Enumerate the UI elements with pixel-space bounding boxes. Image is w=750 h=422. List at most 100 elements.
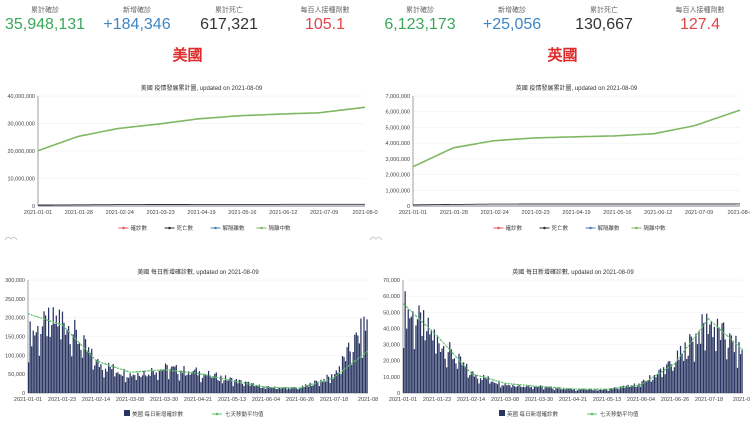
bar xyxy=(277,388,279,393)
bar xyxy=(286,389,288,393)
ma-point xyxy=(274,386,276,389)
bar xyxy=(332,378,334,393)
bar xyxy=(664,374,666,393)
bar xyxy=(188,371,190,393)
bar xyxy=(533,386,536,393)
bar xyxy=(89,352,91,393)
bar xyxy=(69,344,71,393)
stat-label: 累計死亡 xyxy=(215,7,243,14)
bar xyxy=(569,388,571,393)
bar xyxy=(578,389,580,393)
bar xyxy=(736,367,739,393)
bar xyxy=(472,371,474,393)
bar xyxy=(589,388,591,393)
bar xyxy=(656,373,659,393)
bar xyxy=(495,383,497,393)
bar xyxy=(303,386,305,393)
bar xyxy=(351,364,353,393)
bar xyxy=(519,386,522,393)
legend-label: 確診數 xyxy=(506,224,523,232)
x-tick-label: 2021-04-21 xyxy=(184,397,212,403)
stat-new: 新增確診 +25,056 xyxy=(471,6,553,35)
bar xyxy=(598,389,600,393)
bar xyxy=(558,387,560,393)
bar xyxy=(566,389,568,393)
bar xyxy=(317,381,319,393)
bar xyxy=(132,374,134,393)
bar xyxy=(724,339,726,393)
bar xyxy=(739,354,742,393)
bar xyxy=(288,387,290,393)
y-tick-label: 20,000 xyxy=(383,359,400,365)
x-tick-label: 2021-06-12 xyxy=(644,210,672,216)
bar xyxy=(575,391,577,393)
x-tick-label: 2021-03-30 xyxy=(525,397,553,403)
bar xyxy=(235,378,237,393)
stat-label: 新增確診 xyxy=(123,7,151,14)
bar xyxy=(504,383,506,393)
bar xyxy=(324,381,327,393)
bar xyxy=(469,375,471,393)
stat-value: 617,321 xyxy=(200,16,258,33)
y-tick-label: 300,000 xyxy=(5,278,25,284)
bar xyxy=(723,322,725,393)
x-tick-label: 2021-03-08 xyxy=(116,397,144,403)
bar xyxy=(453,358,456,393)
bar xyxy=(464,366,466,393)
daily-chart: 英國 每日新增確診數, updated on 2021-08-09 0 10,000… xyxy=(383,268,750,418)
bar xyxy=(72,334,74,393)
bar xyxy=(498,380,500,393)
x-tick-label: 2021-07-09 xyxy=(310,210,338,216)
bar xyxy=(678,359,680,393)
bar xyxy=(224,375,227,393)
legend-label: 英國 每日新增確診數 xyxy=(507,410,559,418)
bar xyxy=(596,390,599,393)
bar xyxy=(478,383,480,393)
bar xyxy=(241,383,244,393)
bar xyxy=(104,368,107,393)
bar xyxy=(403,348,405,393)
bar xyxy=(730,335,732,393)
bar xyxy=(121,376,124,393)
bar xyxy=(174,366,176,393)
bar xyxy=(29,321,31,393)
bar xyxy=(436,335,439,393)
y-tick-label: 0 xyxy=(397,391,400,397)
y-tick-label: 200,000 xyxy=(5,316,25,322)
bar xyxy=(137,372,139,393)
bar xyxy=(567,388,569,393)
bar xyxy=(54,323,56,393)
bar xyxy=(658,369,660,393)
x-tick-label: 2021-02-24 xyxy=(106,210,134,216)
bar xyxy=(248,381,250,393)
bar xyxy=(576,390,579,393)
bar xyxy=(52,307,54,393)
bar xyxy=(644,381,646,393)
bar xyxy=(475,374,477,393)
bar xyxy=(180,370,182,393)
bar xyxy=(321,381,324,393)
bar xyxy=(186,374,188,393)
bar xyxy=(632,385,634,393)
bar xyxy=(364,330,367,393)
bar xyxy=(131,376,133,393)
bar xyxy=(463,362,465,393)
bar xyxy=(155,372,157,393)
bar xyxy=(271,388,273,393)
bar xyxy=(586,389,588,393)
bar xyxy=(301,385,304,393)
legend-dot xyxy=(497,226,500,230)
bar xyxy=(479,378,482,393)
bar xyxy=(595,388,597,393)
legend-dot xyxy=(635,226,638,230)
stats-row: 累計確診 6,123,173 新增確診 +25,056 累計死亡 130,667… xyxy=(375,6,750,40)
bar xyxy=(470,371,472,393)
cumulative-chart: 英國 疫情發展累計圖, updated on 2021-08-09 0 1,000,… xyxy=(386,84,750,232)
bar xyxy=(254,386,256,393)
ellipsis-icon xyxy=(369,236,383,241)
bar xyxy=(649,375,651,393)
bar xyxy=(523,386,525,393)
stat-value: +184,346 xyxy=(103,16,171,33)
bar xyxy=(727,347,729,393)
y-tick-label: 30,000,000 xyxy=(7,122,35,128)
